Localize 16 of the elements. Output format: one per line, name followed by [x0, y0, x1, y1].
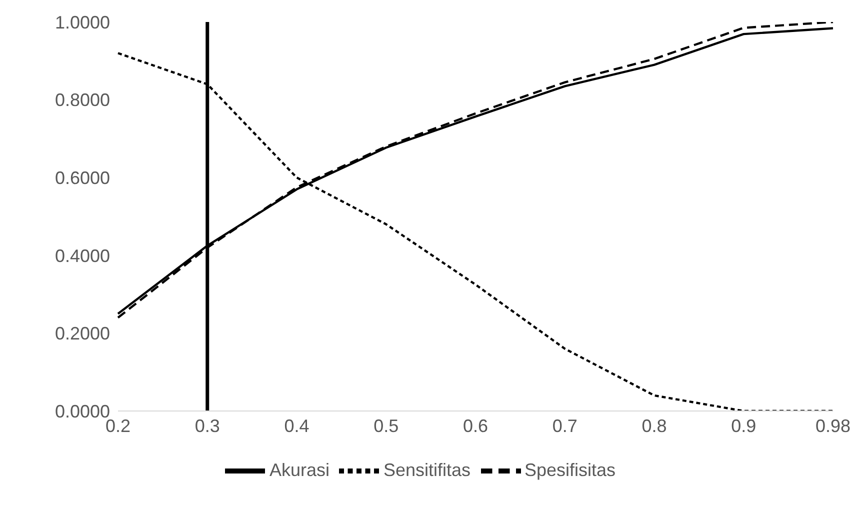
x-tick-label: 0.98 [815, 416, 851, 436]
legend-label: Spesifisitas [524, 460, 616, 480]
x-tick-label: 0.7 [552, 416, 578, 436]
y-tick-label: 0.2000 [54, 324, 110, 344]
y-tick-label: 0.4000 [54, 246, 110, 266]
x-tick-label: 0.3 [194, 416, 220, 436]
y-tick-label: 0.6000 [54, 168, 110, 188]
y-tick-label: 0.8000 [54, 90, 110, 110]
x-tick-label: 0.5 [374, 416, 399, 436]
legend-label: Akurasi [269, 460, 330, 480]
x-tick-label: 0.4 [284, 416, 310, 436]
x-tick-label: 0.6 [462, 416, 488, 436]
legend-label: Sensitifitas [383, 460, 471, 480]
x-tick-label: 0.9 [731, 416, 756, 436]
x-tick-label: 0.8 [642, 416, 667, 436]
y-tick-label: 1.0000 [54, 12, 110, 32]
